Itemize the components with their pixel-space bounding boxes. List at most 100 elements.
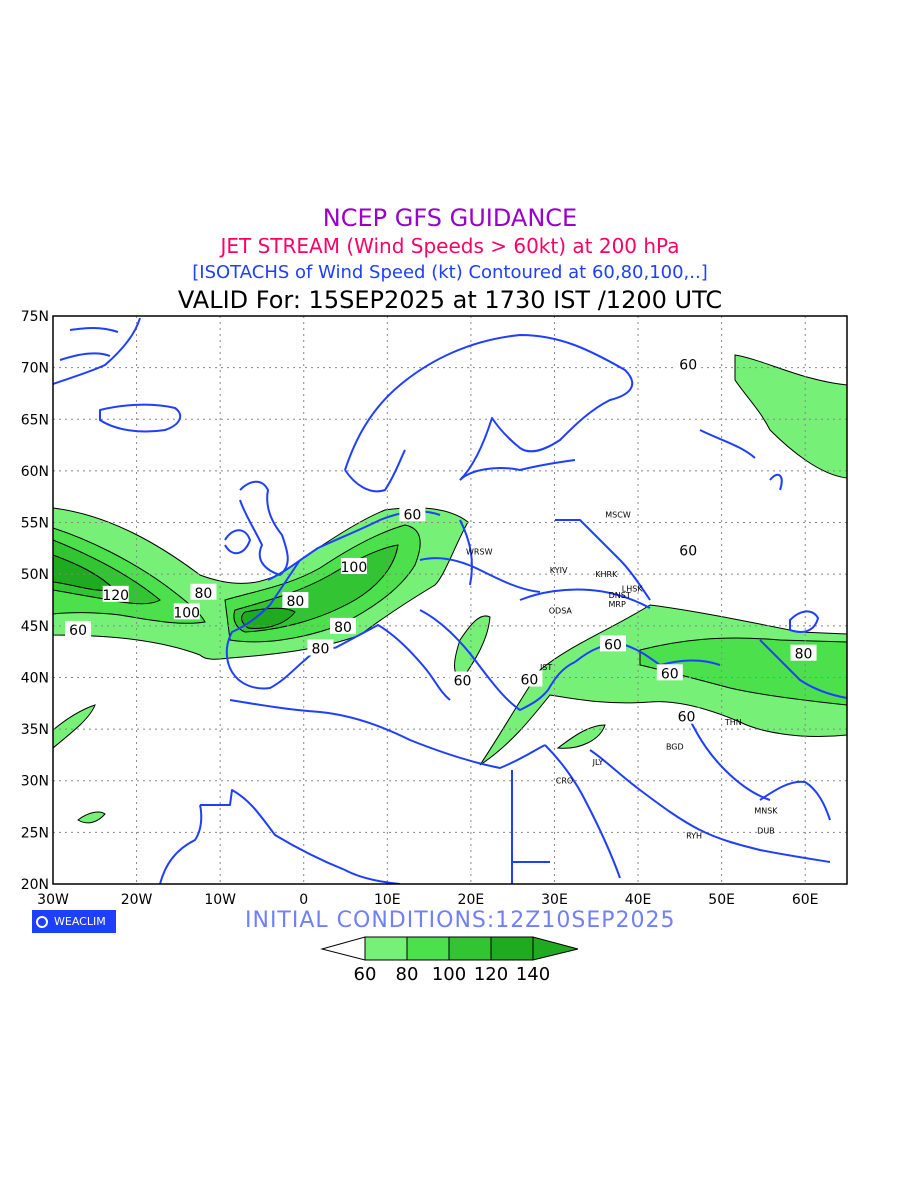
logo-text: WEACLIM bbox=[54, 915, 106, 928]
contour-label-bg bbox=[516, 670, 543, 687]
contour-label: 80 bbox=[795, 647, 813, 663]
title-line-2: JET STREAM (Wind Speeds > 60kt) at 200 h… bbox=[220, 234, 680, 258]
contour-label-bg bbox=[307, 639, 334, 656]
contour-label-bg bbox=[65, 620, 92, 637]
contour-label-bg bbox=[675, 355, 702, 372]
title-line-1: NCEP GFS GUIDANCE bbox=[322, 204, 578, 232]
city-label: THN bbox=[724, 718, 742, 727]
city-label: DUB bbox=[757, 826, 775, 835]
lon-tick-label: 60E bbox=[792, 892, 819, 908]
city-label: KHRK bbox=[595, 570, 618, 579]
legend-box-60-80 bbox=[364, 936, 408, 961]
lat-tick-label: 70N bbox=[21, 361, 49, 377]
contour-label: 80 bbox=[334, 620, 352, 636]
city-label: MNSK bbox=[754, 807, 778, 816]
plot-frame bbox=[52, 315, 848, 885]
city-label: CRO bbox=[556, 777, 573, 786]
legend-labels: 60 80 100 120 140 bbox=[354, 964, 551, 985]
contour-label-bg bbox=[449, 671, 476, 688]
contour-label-bg bbox=[282, 592, 309, 609]
longitude-axis: 30W 20W 10W 0 10E 20E 30E 40E 50E 60E bbox=[37, 892, 818, 908]
contour-label: 60 bbox=[520, 673, 538, 689]
legend-label: 100 bbox=[432, 964, 466, 985]
contour-label: 60 bbox=[604, 637, 622, 653]
lon-tick-label: 30W bbox=[37, 892, 69, 908]
map-grid bbox=[53, 316, 847, 884]
legend-label: 120 bbox=[474, 964, 508, 985]
city-label: MSCW bbox=[605, 510, 631, 519]
city-label: RYH bbox=[686, 831, 702, 840]
legend-label: 140 bbox=[516, 964, 550, 985]
legend-box-80-100 bbox=[406, 936, 450, 961]
contour-label: 60 bbox=[678, 710, 696, 726]
contour-label-bg bbox=[173, 603, 200, 620]
lat-tick-label: 20N bbox=[21, 877, 49, 893]
lon-tick-label: 40E bbox=[625, 892, 652, 908]
legend-right-arrow bbox=[532, 936, 579, 961]
city-label: IST bbox=[540, 663, 552, 672]
legend-label: 60 bbox=[354, 964, 377, 985]
contour-label: 60 bbox=[661, 666, 679, 682]
contour-label: 60 bbox=[679, 543, 697, 559]
isotach-60-fill bbox=[53, 354, 847, 824]
contour-label: 120 bbox=[102, 588, 129, 604]
lon-tick-label: 50E bbox=[708, 892, 735, 908]
contour-label-bg bbox=[399, 505, 426, 522]
legend-label: 80 bbox=[396, 964, 419, 985]
city-label: MRP bbox=[609, 600, 626, 609]
latitude-axis: 75N 70N 65N 60N 55N 50N 45N 40N 35N 30N 25N 20N bbox=[21, 309, 49, 893]
contour-label: 60 bbox=[403, 507, 421, 523]
legend-box-120-140 bbox=[490, 936, 534, 961]
lat-tick-label: 35N bbox=[21, 722, 49, 738]
city-label: DNST bbox=[609, 591, 631, 600]
coastlines bbox=[53, 317, 847, 884]
lat-tick-label: 30N bbox=[21, 774, 49, 790]
lat-tick-label: 65N bbox=[21, 412, 49, 428]
contour-label: 60 bbox=[69, 623, 87, 639]
initial-conditions: INITIAL CONDITIONS:12Z10SEP2025 bbox=[245, 908, 676, 933]
contour-label-bg bbox=[790, 644, 817, 661]
lat-tick-label: 55N bbox=[21, 516, 49, 532]
lat-tick-label: 25N bbox=[21, 825, 49, 841]
lon-tick-label: 10W bbox=[204, 892, 236, 908]
weaclim-logo: WEACLIM bbox=[32, 910, 116, 933]
lat-tick-label: 60N bbox=[21, 464, 49, 480]
contour-label: 80 bbox=[312, 642, 330, 658]
contour-label: 60 bbox=[679, 358, 697, 374]
city-label: JLY bbox=[592, 758, 604, 767]
contour-label-bg bbox=[599, 635, 626, 652]
contour-label-bg bbox=[656, 664, 683, 681]
legend-box-100-120 bbox=[448, 936, 492, 961]
contour-label: 80 bbox=[195, 586, 213, 602]
lon-tick-label: 10E bbox=[374, 892, 401, 908]
contour-label: 60 bbox=[454, 674, 472, 690]
logo-icon bbox=[36, 915, 48, 928]
lat-tick-label: 75N bbox=[21, 309, 49, 325]
contour-label-bg bbox=[340, 557, 367, 574]
lon-tick-label: 30E bbox=[541, 892, 568, 908]
lat-tick-label: 40N bbox=[21, 670, 49, 686]
plot-area bbox=[53, 316, 847, 884]
contour-label-bg bbox=[102, 585, 129, 602]
city-label: ODSA bbox=[549, 606, 573, 615]
legend-left-arrow bbox=[320, 936, 366, 961]
city-label: WRSW bbox=[466, 547, 493, 556]
contour-label: 80 bbox=[286, 594, 304, 610]
title-line-3: [ISOTACHS of Wind Speed (kt) Contoured a… bbox=[192, 262, 708, 283]
lat-tick-label: 45N bbox=[21, 619, 49, 635]
legend-colorbar bbox=[320, 936, 579, 961]
contour-label-bg bbox=[673, 707, 700, 724]
contour-label-bg bbox=[330, 617, 357, 634]
contour-label-bg bbox=[190, 583, 217, 600]
contour-label-bg bbox=[675, 541, 702, 558]
lon-tick-label: 0 bbox=[299, 892, 308, 908]
lon-tick-label: 20W bbox=[121, 892, 153, 908]
valid-time-title: VALID For: 15SEP2025 at 1730 IST /1200 U… bbox=[177, 286, 723, 314]
contour-label: 100 bbox=[173, 605, 200, 621]
city-label: LHSK bbox=[622, 585, 644, 594]
lon-tick-label: 20E bbox=[458, 892, 485, 908]
contour-label: 100 bbox=[341, 560, 368, 576]
